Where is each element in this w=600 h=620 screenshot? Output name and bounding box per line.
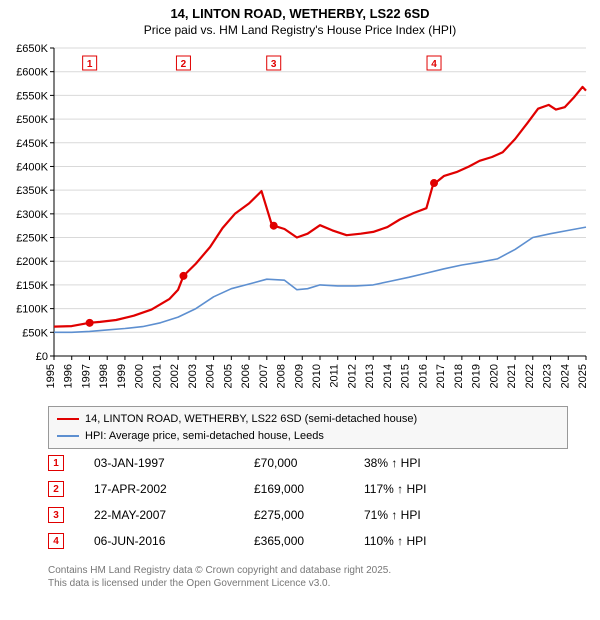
sale-date: 22-MAY-2007 [94, 508, 254, 522]
svg-text:2002: 2002 [169, 364, 181, 388]
sale-badge: 2 [48, 481, 64, 497]
legend-label: 14, LINTON ROAD, WETHERBY, LS22 6SD (sem… [85, 411, 417, 428]
svg-text:1996: 1996 [63, 364, 75, 388]
svg-text:2006: 2006 [240, 364, 252, 388]
svg-text:2023: 2023 [542, 364, 554, 388]
svg-text:2001: 2001 [151, 364, 163, 388]
svg-text:2012: 2012 [346, 364, 358, 388]
legend-item: 14, LINTON ROAD, WETHERBY, LS22 6SD (sem… [57, 411, 559, 428]
sales-table: 1 03-JAN-1997 £70,000 38% ↑ HPI 2 17-APR… [48, 450, 568, 554]
legend-swatch [57, 418, 79, 420]
sales-row: 2 17-APR-2002 £169,000 117% ↑ HPI [48, 476, 568, 502]
sales-row: 1 03-JAN-1997 £70,000 38% ↑ HPI [48, 450, 568, 476]
svg-text:£650K: £650K [16, 44, 48, 55]
sale-badge: 1 [48, 455, 64, 471]
svg-text:£500K: £500K [16, 114, 48, 126]
svg-text:2013: 2013 [364, 364, 376, 388]
svg-text:2024: 2024 [559, 364, 571, 388]
chart-title-main: 14, LINTON ROAD, WETHERBY, LS22 6SD [0, 6, 600, 23]
svg-text:2008: 2008 [276, 364, 288, 388]
svg-text:£350K: £350K [16, 185, 48, 197]
legend: 14, LINTON ROAD, WETHERBY, LS22 6SD (sem… [48, 406, 568, 449]
svg-text:3: 3 [271, 59, 277, 70]
sale-price: £70,000 [254, 456, 364, 470]
svg-text:2021: 2021 [506, 364, 518, 388]
svg-text:£200K: £200K [16, 256, 48, 268]
svg-text:1998: 1998 [98, 364, 110, 388]
svg-text:2015: 2015 [400, 364, 412, 388]
svg-text:1: 1 [87, 59, 93, 70]
svg-text:2011: 2011 [329, 364, 341, 388]
svg-text:2014: 2014 [382, 364, 394, 388]
legend-swatch [57, 435, 79, 437]
svg-text:2000: 2000 [134, 364, 146, 388]
svg-text:£0: £0 [36, 351, 48, 363]
svg-text:£100K: £100K [16, 304, 48, 316]
svg-text:£300K: £300K [16, 209, 48, 221]
sale-price: £169,000 [254, 482, 364, 496]
sale-badge: 3 [48, 507, 64, 523]
svg-text:£600K: £600K [16, 67, 48, 79]
svg-text:2: 2 [181, 59, 187, 70]
svg-text:2019: 2019 [471, 364, 483, 388]
svg-text:2020: 2020 [488, 364, 500, 388]
svg-text:2003: 2003 [187, 364, 199, 388]
chart-title-block: 14, LINTON ROAD, WETHERBY, LS22 6SD Pric… [0, 0, 600, 38]
footnote-line: Contains HM Land Registry data © Crown c… [48, 564, 568, 577]
sale-delta: 38% ↑ HPI [364, 456, 484, 470]
svg-text:£150K: £150K [16, 280, 48, 292]
svg-text:2007: 2007 [258, 364, 270, 388]
sale-badge: 4 [48, 533, 64, 549]
svg-text:£250K: £250K [16, 233, 48, 245]
chart-svg: £0 £50K £100K £150K £200K £250K £300K £350K £400… [8, 44, 592, 400]
sale-price: £365,000 [254, 534, 364, 548]
svg-text:2016: 2016 [417, 364, 429, 388]
footnote-line: This data is licensed under the Open Gov… [48, 577, 568, 590]
svg-text:2009: 2009 [293, 364, 305, 388]
svg-text:1995: 1995 [45, 364, 57, 388]
svg-text:2022: 2022 [524, 364, 536, 388]
sale-price: £275,000 [254, 508, 364, 522]
chart: £0 £50K £100K £150K £200K £250K £300K £350K £400… [8, 44, 592, 400]
legend-label: HPI: Average price, semi-detached house,… [85, 428, 324, 445]
sale-date: 03-JAN-1997 [94, 456, 254, 470]
svg-text:£400K: £400K [16, 161, 48, 173]
svg-text:2004: 2004 [205, 364, 217, 388]
chart-title-sub: Price paid vs. HM Land Registry's House … [0, 23, 600, 39]
sale-delta: 110% ↑ HPI [364, 534, 484, 548]
sale-delta: 71% ↑ HPI [364, 508, 484, 522]
svg-text:1997: 1997 [80, 364, 92, 388]
svg-text:2017: 2017 [435, 364, 447, 388]
svg-text:2010: 2010 [311, 364, 323, 388]
svg-text:£550K: £550K [16, 90, 48, 102]
sale-date: 17-APR-2002 [94, 482, 254, 496]
sale-date: 06-JUN-2016 [94, 534, 254, 548]
svg-text:£50K: £50K [22, 327, 48, 339]
svg-text:2018: 2018 [453, 364, 465, 388]
svg-text:1999: 1999 [116, 364, 128, 388]
svg-text:4: 4 [431, 59, 437, 70]
svg-text:£450K: £450K [16, 138, 48, 150]
footnote: Contains HM Land Registry data © Crown c… [48, 564, 568, 590]
sales-row: 3 22-MAY-2007 £275,000 71% ↑ HPI [48, 502, 568, 528]
sale-delta: 117% ↑ HPI [364, 482, 484, 496]
svg-text:2005: 2005 [222, 364, 234, 388]
svg-text:2025: 2025 [577, 364, 589, 388]
legend-item: HPI: Average price, semi-detached house,… [57, 428, 559, 445]
sales-row: 4 06-JUN-2016 £365,000 110% ↑ HPI [48, 528, 568, 554]
